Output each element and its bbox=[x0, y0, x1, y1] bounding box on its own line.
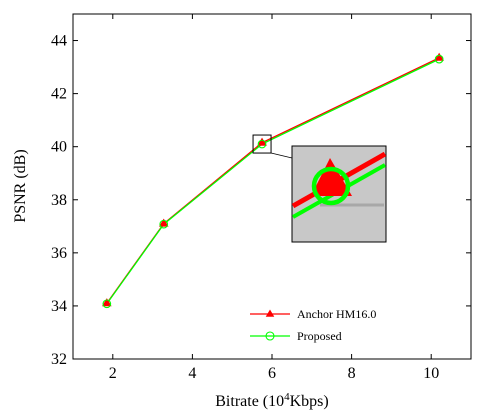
zoom-proposed-circle bbox=[311, 166, 351, 206]
y-tick-label: 32 bbox=[51, 351, 67, 368]
legend-label: Proposed bbox=[297, 329, 342, 343]
zoom-anchor-triangle bbox=[311, 158, 352, 196]
y-tick-label: 34 bbox=[51, 298, 67, 315]
y-tick-label: 44 bbox=[51, 33, 67, 50]
y-tick-label: 42 bbox=[51, 86, 67, 103]
anchor-triangle-point bbox=[434, 52, 444, 61]
series-line-proposed bbox=[106, 58, 440, 305]
legend-box bbox=[244, 302, 370, 346]
legend-triangle-marker bbox=[265, 309, 275, 317]
proposed-circle-point bbox=[434, 54, 444, 64]
anchor-triangle-point bbox=[102, 298, 112, 307]
x-tick-label: 10 bbox=[423, 365, 439, 382]
x-tick-label: 2 bbox=[109, 365, 117, 382]
anchor-triangle-point bbox=[257, 137, 267, 146]
x-tick-label: 6 bbox=[268, 365, 276, 382]
proposed-circle-point bbox=[102, 299, 112, 309]
proposed-circle-point bbox=[159, 219, 169, 229]
y-tick-label: 38 bbox=[51, 192, 67, 209]
y-tick-label: 36 bbox=[51, 245, 67, 262]
y-tick-label: 40 bbox=[51, 139, 67, 156]
x-axis-label: Bitrate (104Kbps) bbox=[215, 391, 328, 410]
zoom-source-box bbox=[252, 134, 272, 154]
x-tick-label: 4 bbox=[188, 365, 196, 382]
zoom-connector-line bbox=[270, 152, 293, 159]
proposed-circle-point bbox=[257, 139, 267, 149]
x-tick-label: 8 bbox=[348, 365, 356, 382]
legend-circle-marker bbox=[265, 331, 275, 341]
anchor-triangle-point bbox=[158, 218, 169, 227]
legend-label: Anchor HM16.0 bbox=[297, 307, 376, 321]
y-axis-label: PSNR (dB) bbox=[12, 149, 29, 222]
